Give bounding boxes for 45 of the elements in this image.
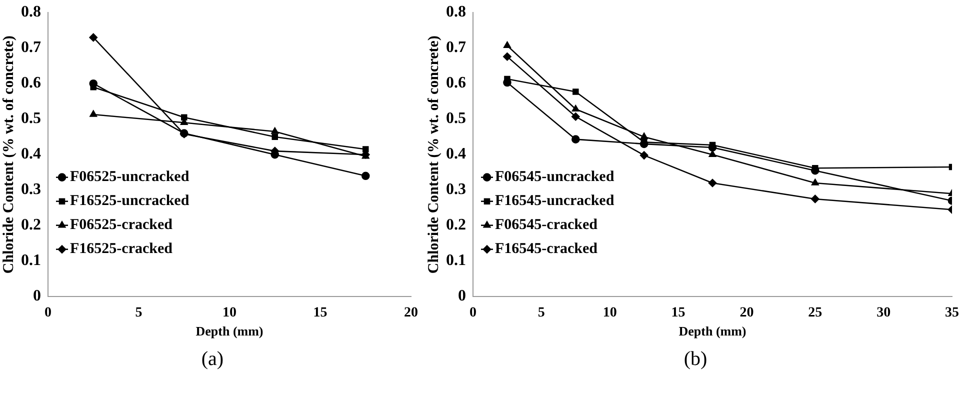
y-tick-label: 0.6	[446, 74, 466, 92]
y-tick-label: 0.4	[21, 146, 41, 163]
y-tick-label: 0.7	[21, 39, 41, 56]
legend-label: F16545-cracked	[495, 241, 598, 258]
legend-label: F16525-uncracked	[70, 193, 190, 210]
y-tick-label: 0	[33, 288, 41, 305]
y-tick-label: 0.3	[21, 181, 41, 198]
y-tick-label: 0.1	[21, 252, 41, 270]
x-axis-title: Depth (mm)	[196, 324, 264, 339]
y-tick-label: 0.4	[446, 146, 466, 163]
x-tick-label: 5	[135, 306, 142, 321]
text: (a)	[200, 348, 225, 371]
legend-label: F16545-uncracked	[495, 193, 615, 210]
y-tick-label: 0.8	[446, 4, 466, 21]
legend-label: F06545-uncracked	[495, 169, 615, 186]
x-tick-label: 20	[740, 306, 754, 321]
x-tick-label: 15	[671, 306, 686, 321]
y-axis-title: Chloride Content (% wt. of concrete)	[426, 36, 442, 274]
y-tick-label: 0.5	[446, 110, 466, 128]
y-tick-label: 0.7	[446, 39, 466, 56]
y-tick-label: 0.3	[446, 181, 466, 198]
y-tick-label: 0.5	[21, 110, 41, 128]
y-tick-label: 0.6	[21, 74, 41, 92]
x-tick-label: 10	[222, 306, 236, 321]
x-tick-label: 35	[945, 306, 959, 321]
x-tick-label: 25	[808, 306, 822, 321]
x-tick-label: 15	[313, 306, 328, 321]
legend-label: F06525-cracked	[70, 217, 174, 234]
legend-label: F16525-cracked	[70, 241, 174, 258]
legend-label: F06525-uncracked	[70, 169, 190, 186]
y-tick-label: 0	[458, 288, 466, 305]
x-tick-label: 0	[44, 306, 52, 321]
y-axis-title: Chloride Content (% wt. of concrete)	[0, 36, 17, 274]
y-tick-label: 0.2	[21, 216, 41, 234]
y-tick-label: 0.1	[446, 252, 466, 270]
legend-label: F06545-cracked	[495, 217, 598, 234]
x-axis-title: Depth (mm)	[678, 324, 746, 339]
x-tick-label: 30	[876, 306, 891, 321]
y-tick-label: 0.8	[21, 4, 41, 21]
x-tick-label: 0	[470, 306, 476, 321]
y-tick-label: 0.2	[446, 216, 466, 234]
x-tick-label: 20	[404, 306, 418, 321]
x-tick-label: 10	[602, 306, 617, 321]
text: (b)	[682, 348, 708, 371]
x-tick-label: 5	[538, 306, 545, 321]
